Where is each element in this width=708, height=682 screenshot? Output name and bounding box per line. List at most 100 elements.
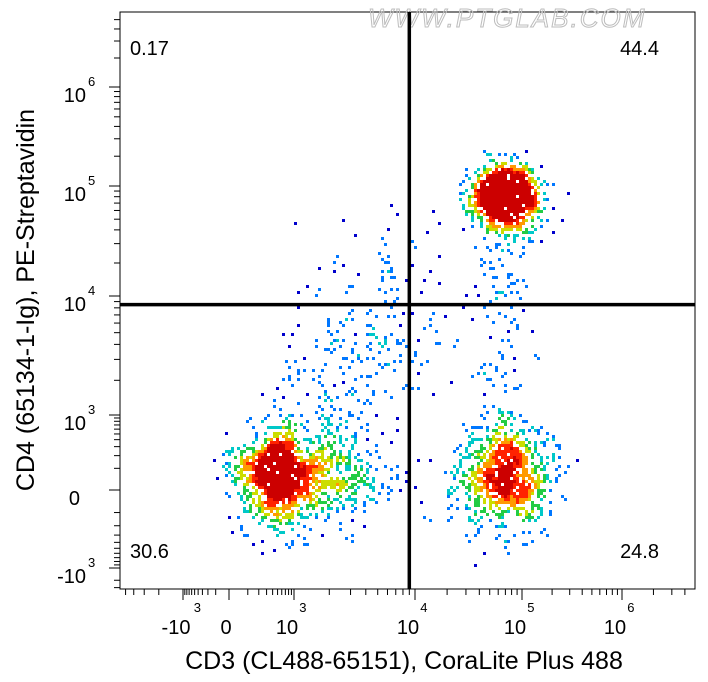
event-dot bbox=[336, 429, 339, 432]
event-dot bbox=[498, 183, 501, 186]
y-tick-label: -10 bbox=[57, 566, 86, 588]
event-dot bbox=[453, 489, 456, 492]
event-dot bbox=[513, 474, 516, 477]
event-dot bbox=[291, 480, 294, 483]
event-dot bbox=[513, 465, 516, 468]
event-dot bbox=[285, 504, 288, 507]
event-dot bbox=[405, 279, 408, 282]
event-dot bbox=[519, 177, 522, 180]
event-dot bbox=[384, 342, 387, 345]
event-dot bbox=[510, 453, 513, 456]
event-dot bbox=[318, 450, 321, 453]
event-dot bbox=[534, 354, 537, 357]
event-dot bbox=[336, 396, 339, 399]
event-dot bbox=[273, 486, 276, 489]
event-dot bbox=[519, 255, 522, 258]
event-dot bbox=[513, 195, 516, 198]
event-dot bbox=[270, 441, 273, 444]
event-dot bbox=[525, 462, 528, 465]
event-dot bbox=[540, 468, 543, 471]
event-dot bbox=[537, 492, 540, 495]
event-dot bbox=[522, 480, 525, 483]
event-dot bbox=[282, 441, 285, 444]
event-dot bbox=[504, 171, 507, 174]
event-dot bbox=[519, 486, 522, 489]
x-tick-label: 0 bbox=[220, 617, 231, 639]
event-dot bbox=[447, 519, 450, 522]
event-dot bbox=[456, 486, 459, 489]
event-dot bbox=[306, 477, 309, 480]
event-dot bbox=[486, 315, 489, 318]
event-dot bbox=[363, 483, 366, 486]
event-dot bbox=[273, 489, 276, 492]
event-dot bbox=[483, 471, 486, 474]
event-dot bbox=[540, 165, 543, 168]
event-dot bbox=[540, 426, 543, 429]
event-dot bbox=[315, 471, 318, 474]
event-dot bbox=[351, 444, 354, 447]
event-dot bbox=[306, 495, 309, 498]
event-dot bbox=[510, 183, 513, 186]
event-dot bbox=[255, 468, 258, 471]
event-dot bbox=[531, 456, 534, 459]
event-dot bbox=[267, 498, 270, 501]
event-dot bbox=[480, 444, 483, 447]
event-dot bbox=[294, 471, 297, 474]
event-dot bbox=[231, 474, 234, 477]
event-dot bbox=[279, 489, 282, 492]
event-dot bbox=[480, 489, 483, 492]
event-dot bbox=[306, 459, 309, 462]
event-dot bbox=[456, 507, 459, 510]
event-dot bbox=[387, 255, 390, 258]
event-dot bbox=[381, 432, 384, 435]
event-dot bbox=[270, 480, 273, 483]
event-dot bbox=[366, 375, 369, 378]
event-dot bbox=[234, 465, 237, 468]
event-dot bbox=[306, 471, 309, 474]
event-dot bbox=[303, 438, 306, 441]
event-dot bbox=[297, 291, 300, 294]
event-dot bbox=[534, 198, 537, 201]
event-dot bbox=[276, 507, 279, 510]
event-dot bbox=[444, 315, 447, 318]
event-dot bbox=[327, 456, 330, 459]
event-dot bbox=[291, 384, 294, 387]
event-dot bbox=[495, 480, 498, 483]
event-dot bbox=[288, 438, 291, 441]
event-dot bbox=[471, 453, 474, 456]
event-dot bbox=[513, 180, 516, 183]
event-dot bbox=[528, 168, 531, 171]
event-dot bbox=[558, 465, 561, 468]
event-dot bbox=[339, 441, 342, 444]
event-dot bbox=[258, 468, 261, 471]
event-dot bbox=[267, 513, 270, 516]
event-dot bbox=[342, 486, 345, 489]
event-dot bbox=[483, 453, 486, 456]
event-dot bbox=[492, 480, 495, 483]
event-dot bbox=[285, 441, 288, 444]
event-dot bbox=[240, 498, 243, 501]
event-dot bbox=[477, 480, 480, 483]
event-dot bbox=[480, 471, 483, 474]
event-dot bbox=[489, 474, 492, 477]
event-dot bbox=[501, 498, 504, 501]
event-dot bbox=[516, 456, 519, 459]
event-dot bbox=[288, 501, 291, 504]
event-dot bbox=[480, 447, 483, 450]
event-dot bbox=[513, 456, 516, 459]
event-dot bbox=[288, 483, 291, 486]
event-dot bbox=[270, 468, 273, 471]
event-dot bbox=[258, 510, 261, 513]
event-dot bbox=[294, 501, 297, 504]
event-dot bbox=[273, 399, 276, 402]
event-dot bbox=[300, 423, 303, 426]
event-dot bbox=[264, 513, 267, 516]
event-dot bbox=[489, 261, 492, 264]
event-dot bbox=[513, 177, 516, 180]
event-dot bbox=[513, 318, 516, 321]
event-dot bbox=[264, 462, 267, 465]
event-dot bbox=[318, 486, 321, 489]
event-dot bbox=[519, 168, 522, 171]
event-dot bbox=[522, 486, 525, 489]
event-dot bbox=[450, 492, 453, 495]
